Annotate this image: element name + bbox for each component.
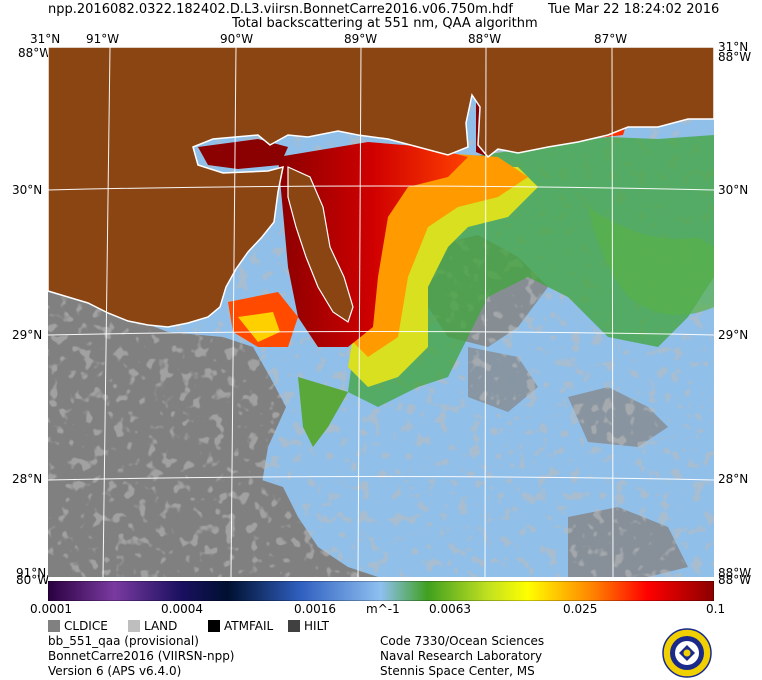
corner-lat-bottom-left: 91°N	[16, 566, 47, 580]
south-green-plume	[298, 377, 348, 447]
legend-swatch-land	[128, 620, 140, 632]
lat-label-28n-right: 28°N	[718, 472, 749, 486]
colorbar-tick-0: 0.0001	[30, 602, 72, 616]
footer-version: Version 6 (APS v6.4.0)	[48, 664, 182, 678]
offshore-green-filaments	[588, 207, 714, 315]
backscatter-map	[48, 47, 714, 577]
plume-yellow-west	[238, 312, 280, 342]
footer-org-code: Code 7330/Ocean Sciences	[380, 634, 545, 648]
footer-product: bb_551_qaa (provisional)	[48, 634, 199, 648]
lat-label-29n-left: 29°N	[12, 328, 43, 342]
corner-lon-bottom-left: 80°W	[16, 573, 50, 587]
footer-org-location: Stennis Space Center, MS	[380, 664, 535, 678]
legend-swatch-atmfail	[208, 620, 220, 632]
legend-swatch-hilt	[288, 620, 300, 632]
lat-label-29n-right: 29°N	[718, 328, 749, 342]
colorbar-tick-4: 0.025	[563, 602, 598, 616]
colorbar-tick-5: 0.1	[706, 602, 726, 616]
lon-label-89w: 89°W	[344, 32, 378, 46]
lat-label-30n-left: 30°N	[12, 183, 43, 197]
corner-lon-bottom-right: 88°W	[718, 573, 752, 587]
lat-label-30n-right: 30°N	[718, 183, 749, 197]
colorbar-tick-3: 0.0063	[429, 602, 471, 616]
filename-title: npp.2016082.0322.182402.D.L3.viirsn.Bonn…	[48, 2, 513, 17]
product-title: Total backscattering at 551 nm, QAA algo…	[232, 16, 538, 31]
lon-label-90w: 90°W	[220, 32, 254, 46]
corner-lon-top-right: 88°W	[718, 50, 752, 64]
corner-lat-bottom-right: 88°W	[718, 566, 752, 580]
graticule	[48, 47, 714, 577]
acquisition-datetime: Tue Mar 22 18:24:02 2016	[548, 2, 720, 17]
footer-org-name: Naval Research Laboratory	[380, 649, 543, 663]
colorbar-tick-2: 0.0016	[294, 602, 336, 616]
corner-lat-top-left: 31°N	[30, 32, 61, 46]
corner-lon-top-left: 88°W	[18, 46, 52, 60]
legend-label-hilt: HILT	[304, 619, 329, 633]
legend-label-cldice: CLDICE	[64, 619, 108, 633]
colorbar	[48, 581, 714, 601]
lon-label-91w: 91°W	[86, 32, 120, 46]
footer-dataset: BonnetCarre2016 (VIIRSN-npp)	[48, 649, 235, 663]
lake-pontchartrain	[198, 139, 288, 169]
lat-label-28n-left: 28°N	[12, 472, 43, 486]
land-area	[48, 47, 714, 328]
corner-lat-top-right: 31°N	[718, 40, 749, 54]
legend-swatch-cldice	[48, 620, 60, 632]
nrl-seal-icon	[662, 628, 712, 678]
colorbar-tick-1: 0.0004	[161, 602, 203, 616]
legend-label-atmfail: ATMFAIL	[224, 619, 274, 633]
legend-label-land: LAND	[144, 619, 178, 633]
colorbar-unit: m^-1	[366, 602, 400, 616]
river-delta-land	[287, 166, 354, 323]
lon-label-88w: 88°W	[468, 32, 502, 46]
lon-label-87w: 87°W	[594, 32, 628, 46]
